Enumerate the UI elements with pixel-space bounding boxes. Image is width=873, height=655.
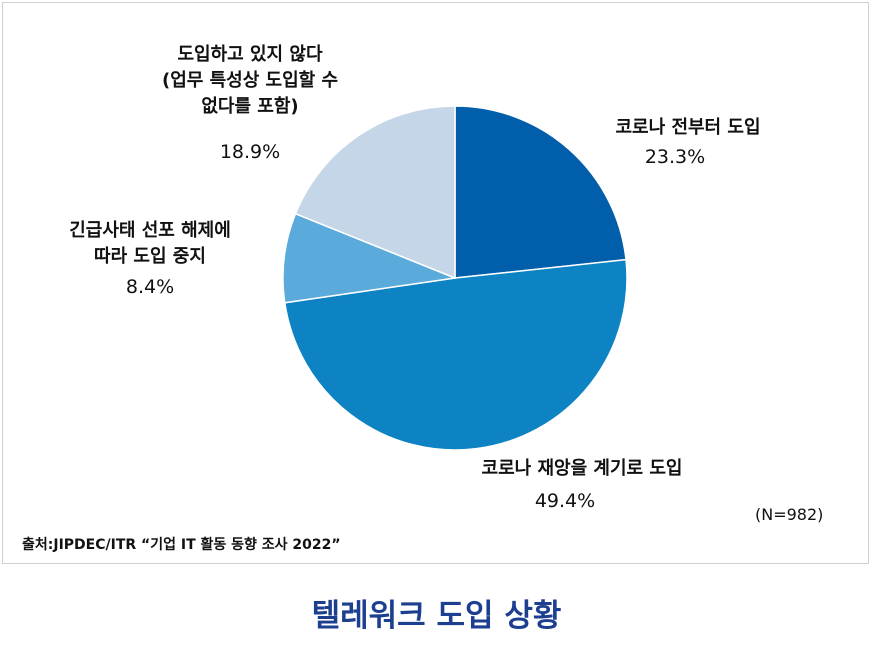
chart bbox=[282, 105, 628, 451]
pie-slice bbox=[294, 105, 456, 280]
slice-label: 도입하고 있지 않다 (업무 특성상 도입할 수 없다를 포함) bbox=[161, 44, 339, 117]
slice-label: 긴급사태 선포 해제에 따라 도입 중지 bbox=[69, 220, 231, 267]
slice-label: 코로나 재앙을 계기로 도입 bbox=[481, 458, 683, 479]
source: 출처:JIPDEC/ITR “기업 IT 활동 동향 조사 2022” bbox=[22, 537, 341, 553]
pie-slice bbox=[454, 105, 627, 279]
value-label: 18.9% bbox=[219, 141, 281, 163]
pie-slice bbox=[282, 212, 458, 304]
value-label: 23.3% bbox=[644, 146, 706, 168]
pie-slice bbox=[283, 258, 628, 451]
slice-label: 코로나 전부터 도입 bbox=[615, 117, 761, 138]
value-label: 49.4% bbox=[534, 490, 596, 512]
chart-frame bbox=[2, 2, 869, 564]
sample-note: (N=982) bbox=[755, 505, 824, 524]
caption: 텔레워크 도입 상황 bbox=[311, 598, 562, 634]
value-label: 8.4% bbox=[125, 276, 175, 298]
